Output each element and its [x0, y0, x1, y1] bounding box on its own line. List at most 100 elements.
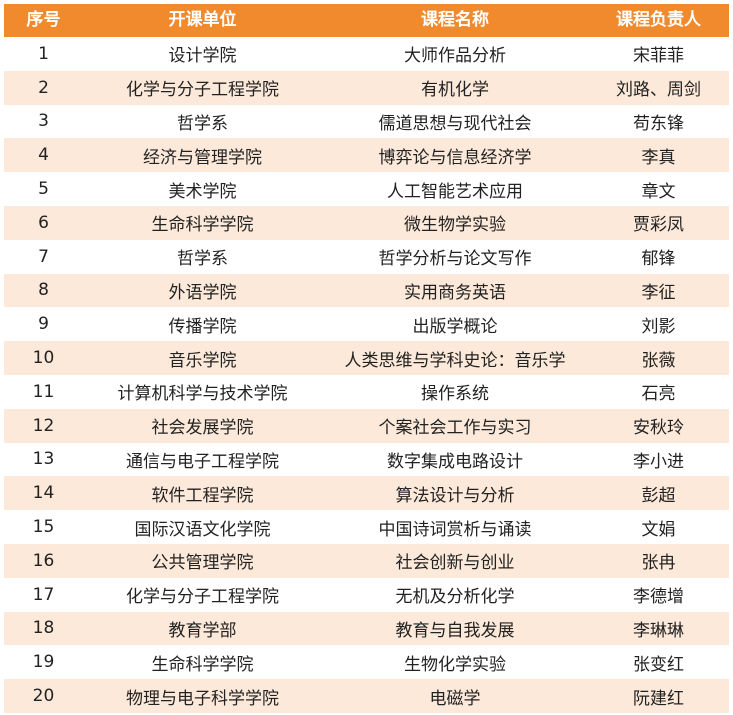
cell-instructor: 张冉	[641, 553, 676, 574]
cell-index: 12	[32, 415, 55, 436]
cell-course-name: 数字集成电路设计	[387, 451, 523, 472]
cell-course-name: 生物化学实验	[404, 654, 506, 675]
cell-unit: 社会发展学院	[151, 418, 254, 439]
cell-unit: 经济与管理学院	[143, 147, 262, 168]
cell-course-name: 教育与自我发展	[395, 620, 515, 641]
header-index: 序号	[26, 10, 61, 30]
cell-index: 5	[38, 179, 49, 200]
table-row: 4 经济与管理学院 博弈论与信息经济学 李真	[4, 138, 729, 173]
cell-instructor: 石亮	[641, 384, 676, 405]
cell-index: 1	[38, 43, 49, 64]
cell-unit: 软件工程学院	[151, 485, 254, 506]
cell-index: 3	[38, 111, 49, 132]
cell-instructor: 张薇	[641, 350, 676, 371]
cell-index: 9	[38, 314, 49, 335]
cell-unit: 计算机科学与技术学院	[117, 384, 288, 405]
cell-index: 14	[32, 483, 55, 504]
table-row: 16 公共管理学院 社会创新与创业 张冉	[4, 543, 729, 578]
table-row: 3 哲学系 儒道思想与现代社会 苟东锋	[4, 104, 729, 139]
cell-unit: 美术学院	[168, 181, 237, 202]
cell-instructor: 刘路、周剑	[616, 80, 701, 101]
cell-course-name: 电磁学	[429, 688, 481, 709]
cell-index: 10	[32, 348, 55, 369]
table-row: 2 化学与分子工程学院 有机化学 刘路、周剑	[4, 70, 729, 105]
cell-course-name: 社会创新与创业	[395, 553, 515, 574]
cell-course-name: 出版学概论	[412, 316, 498, 337]
cell-course-name: 实用商务英语	[404, 282, 506, 303]
cell-instructor: 彭超	[641, 485, 676, 506]
table-row: 14 软件工程学院 算法设计与分析 彭超	[4, 476, 729, 511]
cell-course-name: 无机及分析化学	[395, 587, 515, 608]
cell-course-name: 算法设计与分析	[395, 485, 515, 506]
cell-course-name: 微生物学实验	[404, 215, 506, 236]
cell-instructor: 宋菲菲	[633, 46, 684, 67]
cell-index: 17	[32, 584, 55, 605]
cell-index: 6	[38, 212, 49, 233]
table-row: 17 化学与分子工程学院 无机及分析化学 李德增	[4, 577, 729, 612]
cell-unit: 外语学院	[168, 282, 237, 303]
table-row: 11 计算机科学与技术学院 操作系统 石亮	[4, 374, 729, 409]
cell-instructor: 李真	[641, 147, 676, 168]
table-row: 20 物理与电子科学学院 电磁学 阮建红	[4, 679, 729, 713]
cell-unit: 设计学院	[168, 46, 237, 67]
cell-unit: 化学与分子工程学院	[126, 587, 279, 608]
cell-course-name: 中国诗词赏析与诵读	[378, 519, 532, 540]
cell-unit: 通信与电子工程学院	[126, 451, 279, 472]
cell-unit: 公共管理学院	[151, 553, 254, 574]
course-table: 序号 开课单位 课程名称 课程负责人 1 设计学院 大师作品分析 宋菲菲 2 化学与分子工…	[4, 4, 729, 713]
cell-instructor: 章文	[641, 181, 676, 202]
table-row: 18 教育学部 教育与自我发展 李琳琳	[4, 611, 729, 646]
cell-unit: 物理与电子科学学院	[126, 688, 279, 709]
table-row: 12 社会发展学院 个案社会工作与实习 安秋玲	[4, 408, 729, 443]
cell-instructor: 苟东锋	[633, 113, 684, 134]
cell-index: 16	[32, 550, 55, 571]
cell-index: 4	[38, 145, 49, 166]
cell-instructor: 李征	[641, 282, 676, 303]
cell-index: 13	[32, 449, 55, 470]
cell-index: 20	[32, 686, 55, 707]
cell-index: 19	[32, 652, 55, 673]
cell-instructor: 贾彩凤	[633, 215, 684, 236]
cell-unit: 国际汉语文化学院	[134, 519, 271, 540]
cell-unit: 生命科学学院	[151, 654, 254, 675]
cell-index: 8	[38, 280, 49, 301]
header-unit: 开课单位	[168, 10, 237, 30]
cell-unit: 哲学系	[177, 249, 228, 270]
table-row: 7 哲学系 哲学分析与论文写作 郁锋	[4, 239, 729, 274]
cell-course-name: 人类思维与学科史论：音乐学	[344, 350, 566, 371]
table-header: 序号 开课单位 课程名称 课程负责人	[4, 4, 729, 37]
table-row: 6 生命科学学院 微生物学实验 贾彩凤	[4, 205, 729, 240]
cell-course-name: 个案社会工作与实习	[378, 418, 532, 439]
cell-instructor: 李小进	[633, 451, 684, 472]
cell-index: 11	[32, 381, 55, 402]
cell-unit: 哲学系	[177, 113, 228, 134]
cell-instructor: 阮建红	[633, 688, 684, 709]
table-row: 5 美术学院 人工智能艺术应用 章文	[4, 172, 729, 206]
cell-course-name: 大师作品分析	[404, 46, 506, 67]
cell-unit: 生命科学学院	[151, 215, 254, 236]
cell-instructor: 李琳琳	[633, 620, 684, 641]
cell-instructor: 张变红	[633, 654, 684, 675]
header-instructor: 课程负责人	[616, 10, 701, 30]
table-row: 13 通信与电子工程学院 数字集成电路设计 李小进	[4, 442, 729, 477]
cell-instructor: 文娟	[641, 519, 676, 540]
cell-index: 7	[38, 246, 49, 267]
cell-unit: 音乐学院	[168, 350, 237, 371]
table-row: 9 传播学院 出版学概论 刘影	[4, 307, 729, 342]
table-row: 1 设计学院 大师作品分析 宋菲菲	[4, 37, 729, 71]
cell-unit: 化学与分子工程学院	[126, 80, 279, 101]
cell-course-name: 博弈论与信息经济学	[378, 147, 532, 168]
table-row: 15 国际汉语文化学院 中国诗词赏析与诵读 文娟	[4, 510, 729, 544]
table-row: 19 生命科学学院 生物化学实验 张变红	[4, 645, 729, 680]
cell-unit: 传播学院	[168, 316, 237, 337]
cell-instructor: 安秋玲	[633, 418, 684, 439]
table-body: 1 设计学院 大师作品分析 宋菲菲 2 化学与分子工程学院 有机化学 刘路、周剑 3 哲学系 儒道思…	[4, 37, 729, 713]
table-row: 8 外语学院 实用商务英语 李征	[4, 273, 729, 308]
cell-course-name: 人工智能艺术应用	[387, 181, 523, 202]
cell-index: 15	[32, 517, 55, 538]
header-row: 序号 开课单位 课程名称 课程负责人	[4, 4, 729, 37]
cell-index: 18	[32, 618, 55, 639]
header-course-name: 课程名称	[421, 10, 489, 30]
cell-instructor: 李德增	[633, 587, 684, 608]
cell-course-name: 哲学分析与论文写作	[378, 249, 532, 270]
